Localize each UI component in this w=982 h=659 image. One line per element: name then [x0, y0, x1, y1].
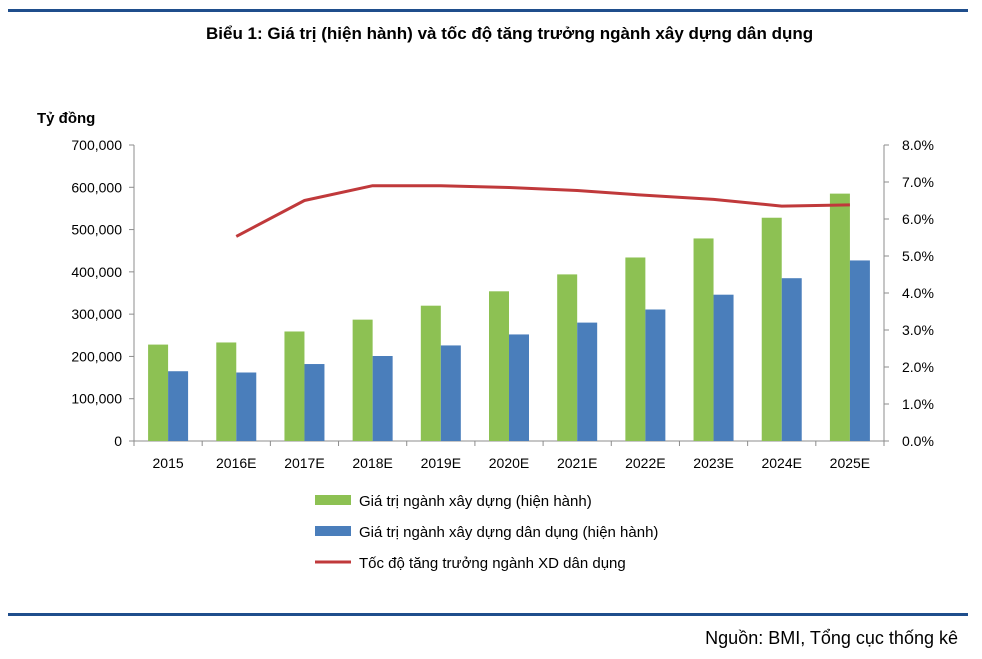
x-tick-label: 2019E: [421, 455, 461, 471]
y-tick-label-right: 6.0%: [902, 211, 934, 227]
x-tick-label: 2021E: [557, 455, 597, 471]
bar-construction-value: [625, 257, 646, 441]
bar-civil-construction-value: [304, 364, 325, 441]
y-tick-label-left: 100,000: [71, 391, 122, 407]
source-note: Nguồn: BMI, Tổng cục thống kê: [705, 628, 958, 648]
bar-civil-construction-value: [781, 278, 802, 441]
x-tick-label: 2022E: [625, 455, 665, 471]
y-tick-label-left: 600,000: [71, 179, 122, 195]
y-tick-label-left: 0: [114, 433, 122, 449]
y-tick-label-right: 3.0%: [902, 322, 934, 338]
x-tick-label: 2018E: [352, 455, 392, 471]
bar-civil-construction-value: [713, 294, 734, 441]
bar-civil-construction-value: [372, 356, 393, 441]
bar-construction-value: [148, 344, 169, 441]
y-tick-label-right: 1.0%: [902, 396, 934, 412]
bar-civil-construction-value: [440, 345, 461, 441]
y-tick-label-right: 4.0%: [902, 285, 934, 301]
bar-construction-value: [557, 274, 578, 441]
legend-swatch: [315, 526, 351, 536]
y-tick-label-right: 2.0%: [902, 359, 934, 375]
y-tick-label-left: 700,000: [71, 137, 122, 153]
x-tick-label: 2024E: [761, 455, 801, 471]
y-tick-label-right: 8.0%: [902, 137, 934, 153]
y-tick-label-left: 500,000: [71, 222, 122, 238]
legend-label: Tốc độ tăng trưởng ngành XD dân dụng: [359, 555, 626, 572]
bottom-rule: [8, 613, 968, 616]
legend-label: Giá trị ngành xây dựng dân dụng (hiện hà…: [359, 524, 658, 541]
legend-swatch: [315, 495, 351, 505]
bar-civil-construction-value: [168, 371, 189, 441]
x-tick-label: 2015: [153, 455, 184, 471]
x-tick-label: 2023E: [693, 455, 733, 471]
bar-construction-value: [352, 319, 373, 441]
bar-construction-value: [829, 193, 850, 441]
bar-civil-construction-value: [849, 260, 870, 441]
bar-construction-value: [284, 331, 305, 441]
growth-rate-line: [235, 184, 850, 238]
x-tick-label: 2016E: [216, 455, 256, 471]
bar-civil-construction-value: [509, 334, 529, 441]
top-rule: [8, 9, 968, 12]
y-tick-label-right: 7.0%: [902, 174, 934, 190]
bar-construction-value: [761, 217, 782, 441]
legend-label: Giá trị ngành xây dựng (hiện hành): [359, 493, 592, 510]
bar-construction-value: [693, 238, 714, 441]
bar-construction-value: [216, 342, 237, 441]
chart-title: Biểu 1: Giá trị (hiện hành) và tốc độ tă…: [206, 24, 814, 43]
y-tick-label-right: 5.0%: [902, 248, 934, 264]
x-tick-label: 2025E: [830, 455, 870, 471]
y-tick-label-left: 400,000: [71, 264, 122, 280]
y-axis-unit-label: Tỷ đồng: [37, 110, 96, 127]
y-tick-label-right: 0.0%: [902, 433, 934, 449]
bar-construction-value: [420, 305, 441, 441]
bar-civil-construction-value: [645, 309, 666, 441]
y-tick-label-left: 300,000: [71, 306, 122, 322]
y-tick-label-left: 200,000: [71, 348, 122, 364]
x-tick-label: 2017E: [284, 455, 324, 471]
bar-civil-construction-value: [577, 322, 598, 441]
bar-civil-construction-value: [236, 372, 257, 441]
x-tick-label: 2020E: [489, 455, 529, 471]
bar-construction-value: [489, 291, 509, 441]
